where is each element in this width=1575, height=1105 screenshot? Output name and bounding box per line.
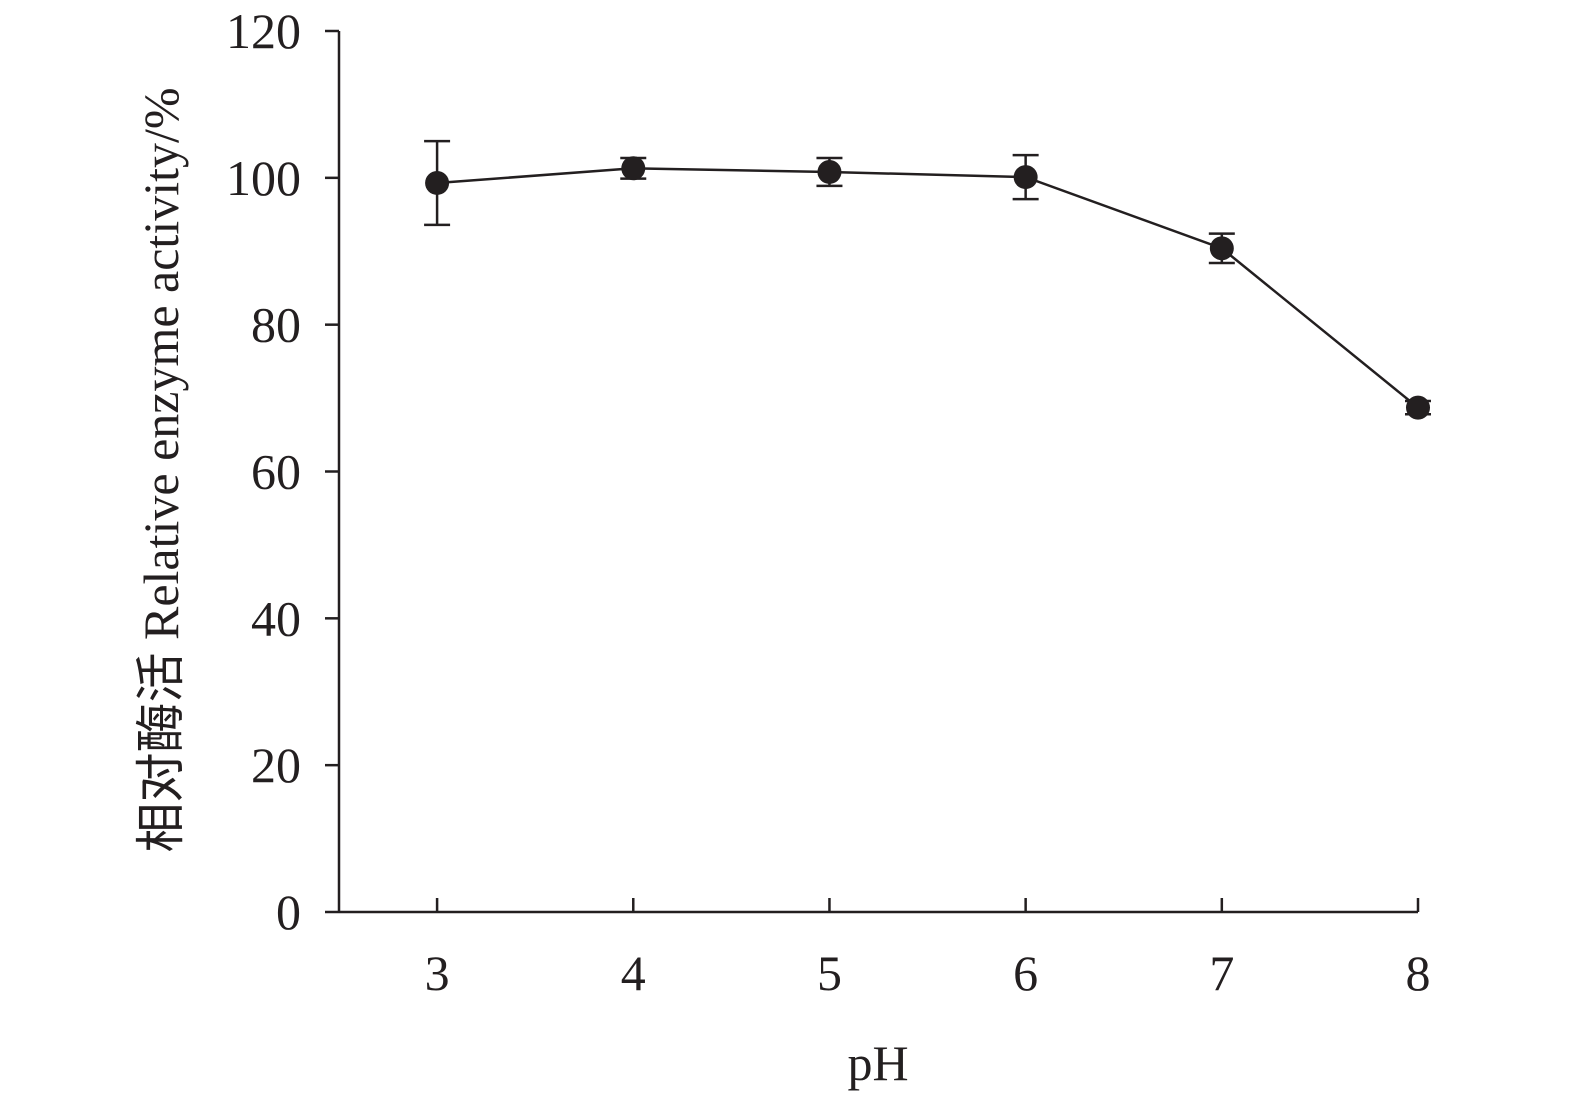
data-point (817, 159, 842, 184)
x-tick-label: 3 (425, 945, 450, 1001)
y-tick-label: 40 (251, 590, 301, 646)
y-tick-label: 20 (251, 737, 301, 793)
data-point (1406, 395, 1430, 420)
data-point (425, 170, 450, 195)
y-tick-label: 100 (226, 150, 301, 206)
x-axis-ticks: 3 4 5 6 7 8 (425, 898, 1431, 1001)
y-tick-label: 120 (226, 3, 301, 59)
x-axis-title: pH (847, 1035, 908, 1091)
data-point (1209, 236, 1234, 261)
x-tick-label: 6 (1013, 945, 1038, 1001)
data-point (1013, 165, 1038, 190)
y-axis-ticks: 0 20 40 60 80 100 120 (226, 3, 339, 940)
data-series (424, 139, 1431, 420)
y-tick-label: 80 (251, 297, 301, 353)
x-tick-label: 8 (1406, 945, 1431, 1001)
x-tick-label: 7 (1209, 945, 1234, 1001)
data-point (621, 156, 646, 181)
x-tick-label: 4 (621, 945, 646, 1001)
x-tick-label: 5 (817, 945, 842, 1001)
y-tick-label: 60 (251, 444, 301, 500)
series-line (437, 167, 1419, 409)
y-tick-label: 0 (276, 884, 301, 940)
y-axis-title: 相对酶活 Relative enzyme activity/% (133, 87, 189, 852)
axes (337, 31, 1418, 914)
